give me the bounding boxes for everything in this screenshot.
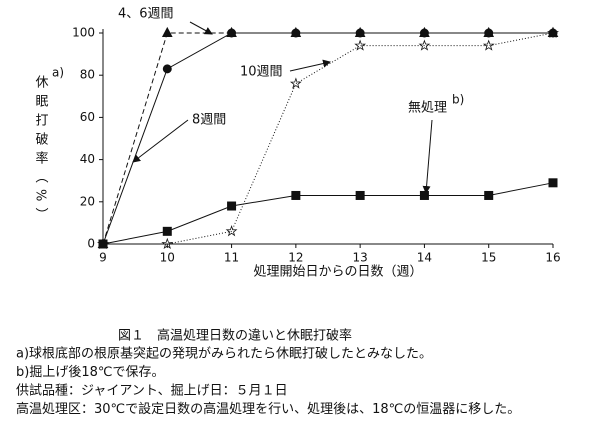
marker [225, 225, 238, 237]
x-tick-label: 12 [288, 251, 303, 265]
marker [289, 77, 302, 89]
marker [162, 64, 172, 74]
x-axis-label: 処理開始日からの日数（週） [253, 265, 422, 280]
y-tick-label: 60 [80, 110, 95, 124]
series-label: 無処理 [408, 101, 447, 116]
y-tick-label: 0 [87, 237, 95, 251]
marker [482, 39, 495, 51]
series-line [102, 32, 553, 245]
series-label: 4、6週間 [118, 7, 174, 22]
y-tick-label: 80 [80, 68, 95, 82]
marker [227, 201, 237, 211]
marker [98, 239, 108, 249]
x-tick-label: 9 [99, 251, 107, 265]
annotation-arrows [132, 21, 433, 194]
marker [548, 178, 558, 188]
note: 供試品種：ジャイアント、掘上げ日：５月１日 [16, 383, 288, 399]
x-tick-label: 10 [160, 251, 175, 265]
marker [484, 28, 494, 38]
series-line [102, 32, 553, 245]
marker [419, 28, 429, 38]
series-line [103, 32, 554, 245]
marker [355, 28, 365, 38]
series-label: 10週間 [240, 65, 283, 80]
x-tick-label: 11 [224, 251, 239, 265]
series-line [102, 182, 554, 245]
marker [162, 226, 172, 236]
x-tick-label: 15 [481, 251, 496, 265]
note: a)球根底部の根原基突起の発現がみられたら休眠打破したとみなした。 [16, 346, 432, 362]
marker [355, 190, 365, 200]
y-tick-label: 100 [72, 26, 95, 40]
x-tick-label: 16 [545, 251, 560, 265]
marker [161, 26, 173, 37]
marker [419, 190, 429, 200]
series-label: 8週間 [192, 113, 226, 128]
y-tick-label: 20 [80, 194, 95, 208]
marker [161, 237, 174, 249]
note: 高温処理区：30℃で設定日数の高温処理を行い、処理後は、18℃の恒温器に移した。 [16, 401, 520, 417]
marker [354, 39, 367, 51]
y-axis-label: 休眠打破率（%） [33, 75, 49, 226]
marker [291, 28, 301, 38]
y-axis-note: a) [52, 66, 64, 80]
x-tick-label: 13 [353, 251, 368, 265]
marker [227, 28, 237, 38]
marker [418, 39, 431, 51]
caption: 図１ 高温処理日数の違いと休眠打破率 [118, 328, 352, 344]
marker [484, 190, 494, 200]
marker [291, 190, 301, 200]
x-tick-label: 14 [417, 251, 432, 265]
y-tick-label: 40 [80, 152, 95, 166]
note: b)掘上げ後18℃で保存。 [16, 365, 164, 380]
series-note: b) [452, 93, 464, 107]
marker [547, 26, 559, 38]
